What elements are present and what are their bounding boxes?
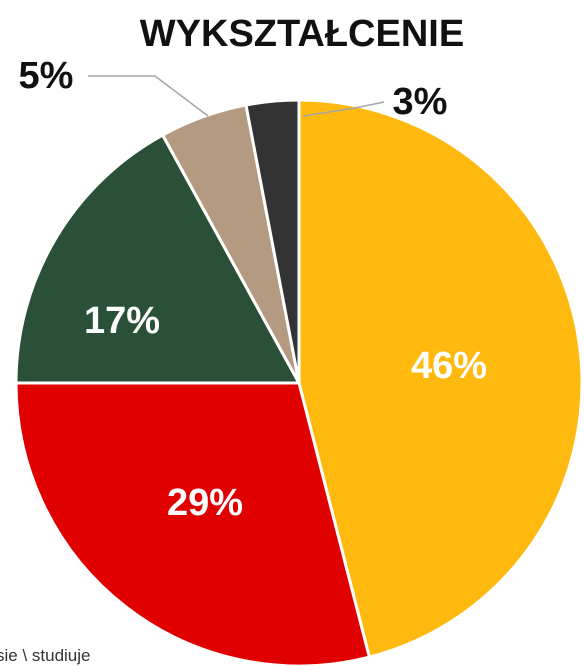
slice-labels: 46% 29% 17% 5% 3% [19,55,487,524]
slice-label-29: 29% [167,482,243,524]
leader-lines [88,75,385,117]
leader-line-3 [302,101,385,117]
pie-slice-46 [297,98,584,659]
slice-label-17: 17% [84,300,160,342]
slice-label-3: 3% [393,81,448,123]
chart-title: WYKSZTAŁCENIE [140,13,464,55]
leader-line-5 [88,75,209,117]
pie-slice-3 [244,98,301,385]
legend-fragment: sie \ studiuje [0,646,91,665]
pie-slice-17 [14,133,301,385]
slice-label-5: 5% [19,55,74,97]
pie-slices [14,98,584,666]
slice-label-46: 46% [411,345,487,387]
